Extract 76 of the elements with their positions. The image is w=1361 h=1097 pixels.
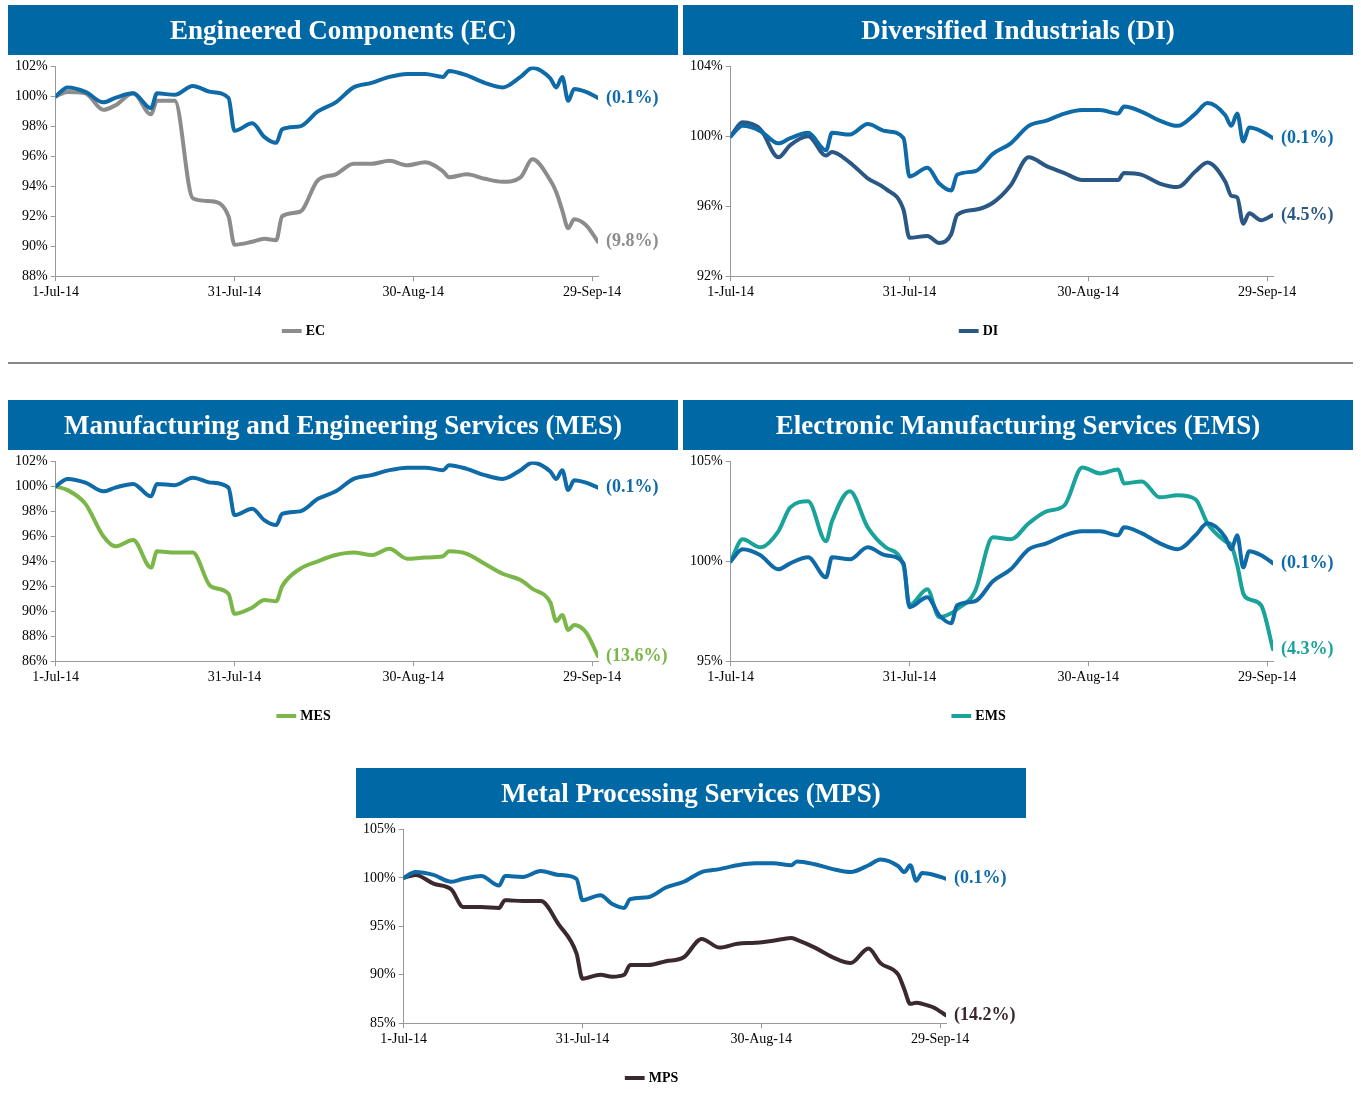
- y-tick-label: 95%: [369, 917, 396, 933]
- line-series: [730, 521, 1273, 626]
- annotation: (14.2%): [954, 1004, 1016, 1026]
- y-tick-label: 100%: [689, 552, 723, 568]
- chart-title: Metal Processing Services (MPS): [356, 768, 1026, 818]
- x-tick-label: 1-Jul-14: [707, 669, 754, 685]
- annotation: (13.6%): [606, 644, 668, 666]
- line-series: [403, 857, 946, 910]
- annotation: (4.3%): [1281, 637, 1334, 659]
- legend-label: MPS: [648, 1069, 679, 1085]
- line-series: [730, 101, 1273, 193]
- y-tick-label: 94%: [21, 552, 48, 568]
- legend-label: MES: [300, 707, 331, 723]
- x-tick-label: 29-Sep-14: [910, 1031, 970, 1047]
- y-tick-label: 98%: [21, 503, 48, 519]
- legend-label: EMS: [975, 707, 1006, 723]
- y-tick-label: 92%: [696, 267, 723, 283]
- y-tick-label: 90%: [21, 237, 48, 253]
- chart-title: Engineered Components (EC): [8, 5, 678, 55]
- legend-label: DI: [982, 322, 999, 338]
- y-tick-label: 94%: [21, 177, 48, 193]
- chart-title: Diversified Industrials (DI): [683, 5, 1353, 55]
- annotation: (0.1%): [954, 867, 1007, 889]
- x-tick-label: 1-Jul-14: [380, 1031, 427, 1047]
- y-tick-label: 92%: [21, 577, 48, 593]
- annotation: (0.1%): [1281, 126, 1334, 148]
- chart-title: Manufacturing and Engineering Services (MES): [8, 400, 678, 450]
- line-series: [730, 120, 1273, 245]
- x-tick-label: 31-Jul-14: [882, 284, 937, 300]
- annotation: (0.1%): [1281, 551, 1334, 573]
- x-tick-label: 29-Sep-14: [562, 284, 622, 300]
- y-tick-label: 100%: [14, 478, 48, 494]
- x-tick-label: 29-Sep-14: [1237, 284, 1297, 300]
- x-tick-label: 30-Aug-14: [1057, 669, 1119, 685]
- x-tick-label: 29-Sep-14: [1237, 669, 1297, 685]
- chart-title: Electronic Manufacturing Services (EMS): [683, 400, 1353, 450]
- y-tick-label: 86%: [21, 652, 48, 668]
- x-tick-label: 31-Jul-14: [555, 1031, 610, 1047]
- y-tick-label: 90%: [369, 966, 396, 982]
- y-tick-label: 100%: [14, 88, 48, 104]
- x-tick-label: 30-Aug-14: [382, 284, 444, 300]
- line-series: [55, 461, 598, 528]
- y-tick-label: 102%: [14, 58, 48, 74]
- y-tick-label: 96%: [696, 197, 723, 213]
- y-tick-label: 88%: [21, 627, 48, 643]
- y-tick-label: 100%: [362, 869, 396, 885]
- y-tick-label: 95%: [696, 652, 723, 668]
- x-tick-label: 31-Jul-14: [207, 669, 262, 685]
- y-tick-label: 102%: [14, 453, 48, 469]
- line-series: [55, 66, 598, 145]
- x-tick-label: 1-Jul-14: [707, 284, 754, 300]
- line-series: [55, 89, 598, 247]
- y-tick-label: 92%: [21, 207, 48, 223]
- y-tick-label: 105%: [362, 821, 396, 837]
- annotation: (9.8%): [606, 230, 659, 252]
- x-tick-label: 31-Jul-14: [882, 669, 937, 685]
- y-tick-label: 100%: [689, 128, 723, 144]
- y-tick-label: 85%: [369, 1014, 396, 1030]
- x-tick-label: 30-Aug-14: [1057, 284, 1119, 300]
- x-tick-label: 1-Jul-14: [32, 284, 79, 300]
- y-tick-label: 90%: [21, 602, 48, 618]
- x-tick-label: 29-Sep-14: [562, 669, 622, 685]
- y-tick-label: 88%: [21, 267, 48, 283]
- y-tick-label: 96%: [21, 528, 48, 543]
- y-tick-label: 105%: [689, 453, 723, 469]
- x-tick-label: 1-Jul-14: [32, 669, 79, 685]
- x-tick-label: 31-Jul-14: [207, 284, 262, 300]
- annotation: (0.1%): [606, 86, 659, 108]
- x-tick-label: 30-Aug-14: [730, 1031, 792, 1047]
- legend-label: EC: [305, 322, 326, 338]
- y-tick-label: 96%: [21, 147, 48, 163]
- y-tick-label: 104%: [689, 58, 723, 74]
- y-tick-label: 98%: [21, 118, 48, 134]
- x-tick-label: 30-Aug-14: [382, 669, 444, 685]
- annotation: (4.5%): [1281, 203, 1334, 225]
- annotation: (0.1%): [606, 476, 659, 498]
